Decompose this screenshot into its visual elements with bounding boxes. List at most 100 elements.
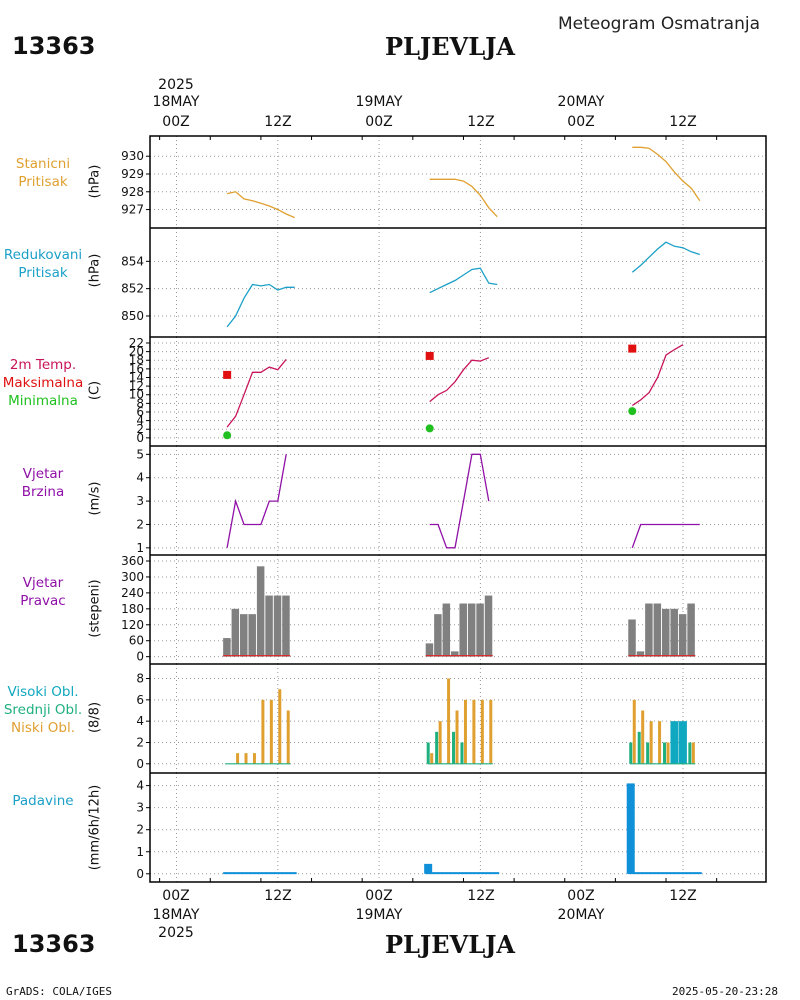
wind_dir-ytick-label: 360 — [121, 554, 144, 568]
reduced-series-line-2 — [429, 267, 498, 294]
bottom-year: 2025 — [158, 925, 194, 941]
label-wind-speed-1: Vjetar — [22, 466, 64, 482]
temp-ytick-label: 20 — [129, 345, 144, 359]
footer-timestamp: 2025-05-20-23:28 — [672, 985, 778, 998]
wind_dir-ytick-label: 240 — [121, 586, 144, 600]
precip-bar — [424, 863, 433, 874]
top-date-2: 19MAY — [355, 94, 403, 110]
wind-dir-bar — [223, 638, 231, 657]
precip-ytick-label: 4 — [136, 779, 144, 793]
clouds-ytick-label: 6 — [136, 693, 144, 707]
wind-dir-bar — [442, 603, 451, 657]
wind-dir-bar — [467, 603, 476, 657]
cloud-mid-bar — [637, 731, 641, 764]
cloud-low-bar — [286, 710, 290, 764]
cloud-low-bar — [244, 753, 248, 764]
cloud-mid-bar — [663, 742, 667, 764]
cloud-mid-bar — [629, 742, 633, 764]
temp-max-marker — [628, 344, 637, 353]
label-temp: 2m Temp. Maksimalna Minimalna — [0, 356, 86, 410]
cloud-low-bar — [455, 710, 459, 764]
top-hour-1: 00Z — [162, 114, 190, 130]
wind-dir-bar — [687, 603, 695, 657]
temp-ytick-label: 18 — [129, 353, 144, 367]
wind-dir-bar — [628, 619, 636, 657]
top-hour-2b: 12Z — [467, 114, 495, 130]
wind-dir-bar — [425, 643, 434, 657]
precip-bar — [626, 783, 635, 874]
wind_speed-ytick-label: 4 — [136, 471, 144, 485]
clouds-ytick-label: 4 — [136, 714, 144, 728]
wind-dir-bar — [653, 603, 662, 657]
wind_dir-ytick-label: 180 — [121, 602, 144, 616]
bottom-hour-4: 12Z — [467, 888, 495, 904]
cloud-low-bar — [447, 678, 451, 764]
label-wind-dir-2: Pravac — [20, 593, 66, 609]
wind_dir-ytick-label: 60 — [129, 634, 144, 648]
wind_dir-ytick-label: 120 — [121, 618, 144, 632]
cloud-mid-bar — [460, 742, 464, 764]
wind-dir-bar — [476, 603, 484, 657]
temp-min-marker — [628, 407, 637, 416]
label-clouds-2: Srednji Obl. — [3, 702, 83, 718]
pressure-ytick-label: 929 — [121, 167, 144, 181]
top-hour-3: 00Z — [567, 114, 595, 130]
label-clouds: Visoki Obl. Srednji Obl. Niski Obl. — [0, 683, 86, 737]
cloud-low-bar — [632, 699, 636, 764]
cloud-low-bar — [666, 742, 670, 764]
precip-ytick-label: 2 — [136, 823, 144, 837]
top-hour-1b: 12Z — [264, 114, 292, 130]
top-year: 2025 — [158, 77, 194, 93]
temp-ytick-label: 2 — [136, 422, 144, 436]
temp-min-marker — [425, 424, 434, 433]
temp-ytick-label: 22 — [129, 336, 144, 350]
cloud-low-bar — [236, 753, 240, 764]
station-name-top: PLJEVLJA — [385, 32, 516, 61]
label-wind-speed-2: Brzina — [21, 484, 65, 500]
bottom-hour-5: 00Z — [567, 888, 595, 904]
reduced-ytick-label: 852 — [121, 282, 144, 296]
cloud-mid-bar — [452, 731, 456, 764]
temp-series-line-3 — [631, 344, 684, 407]
temp-series-line-1 — [226, 358, 287, 428]
wind_speed-series-line-1 — [226, 454, 287, 548]
label-temp-2: Maksimalna — [2, 375, 84, 391]
wind-dir-bar — [265, 595, 273, 657]
wind-dir-bar — [282, 595, 290, 657]
temp-ytick-label: 0 — [136, 431, 144, 445]
cloud-low-bar — [658, 721, 662, 764]
cloud-mid-bar — [435, 731, 439, 764]
cloud-low-bar — [438, 721, 442, 764]
bottom-hour-6: 12Z — [669, 888, 697, 904]
label-pressure-2: Pritisak — [18, 174, 68, 190]
bottom-hour-1: 00Z — [162, 888, 190, 904]
temp-ytick-label: 8 — [136, 396, 144, 410]
cloud-low-bar — [430, 753, 434, 764]
temp-ytick-label: 14 — [129, 370, 144, 384]
cloud-low-bar — [489, 699, 493, 764]
label-reduced-1: Redukovani — [3, 247, 83, 263]
station-id-top: 13363 — [12, 32, 96, 60]
station-name-bottom: PLJEVLJA — [385, 930, 516, 959]
temp-max-marker — [223, 370, 232, 379]
wind-dir-bar — [662, 608, 670, 657]
chart-frame — [149, 135, 767, 883]
footer-credit: GrADS: COLA/IGES — [6, 985, 112, 998]
temp-ytick-label: 6 — [136, 405, 144, 419]
cloud-low-bar — [278, 689, 282, 764]
precip-ytick-label: 1 — [136, 845, 144, 859]
label-clouds-1: Visoki Obl. — [7, 684, 79, 700]
wind-dir-bar — [248, 614, 256, 657]
temp-ytick-label: 10 — [129, 388, 144, 402]
cloud-low-bar — [480, 699, 484, 764]
label-temp-1: 2m Temp. — [9, 357, 77, 373]
temp-ytick-label: 4 — [136, 414, 144, 428]
cloud-low-bar — [261, 699, 265, 764]
temp-max-marker — [425, 351, 434, 360]
wind-dir-bar — [636, 651, 645, 657]
bottom-hour-2: 12Z — [264, 888, 292, 904]
cloud-low-bar — [472, 699, 476, 764]
reduced-ytick-label: 854 — [121, 254, 144, 268]
wind-dir-bar — [670, 608, 678, 657]
label-reduced-2: Pritisak — [18, 265, 68, 281]
